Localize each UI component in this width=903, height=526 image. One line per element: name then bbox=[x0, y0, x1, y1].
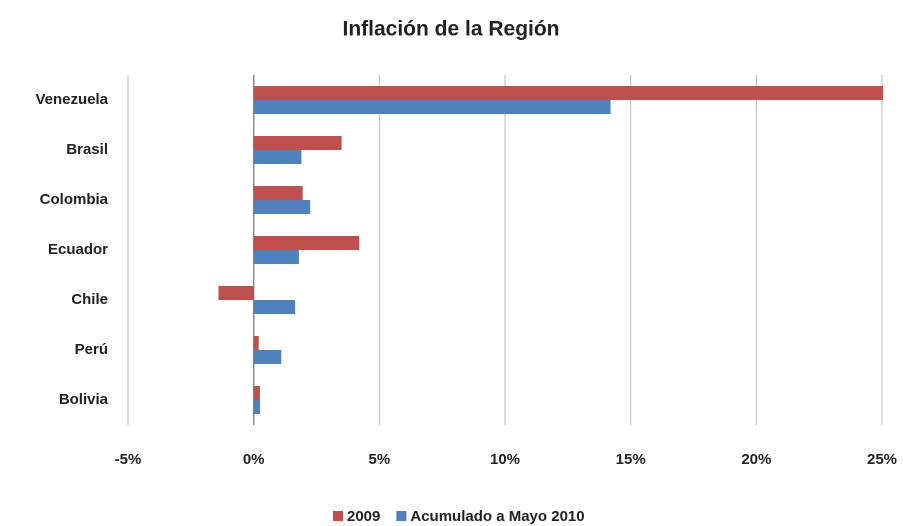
grid bbox=[127, 75, 883, 425]
x-tick-label: 25% bbox=[867, 451, 897, 468]
y-tick-label: Brasil bbox=[66, 141, 108, 158]
y-tick-label: Perú bbox=[75, 341, 108, 358]
legend-label: Acumulado a Mayo 2010 bbox=[410, 508, 584, 525]
bar bbox=[218, 286, 254, 300]
x-tick-label: 5% bbox=[368, 451, 390, 468]
legend-swatch bbox=[333, 511, 343, 521]
bar bbox=[253, 86, 883, 100]
x-tick-label: 0% bbox=[243, 451, 265, 468]
x-tick-label: 10% bbox=[490, 451, 520, 468]
y-tick-label: Chile bbox=[71, 291, 108, 308]
y-tick-label: Venezuela bbox=[35, 91, 108, 108]
bar bbox=[253, 100, 611, 114]
bar bbox=[253, 336, 259, 350]
bar bbox=[253, 386, 260, 400]
bar bbox=[253, 186, 303, 200]
x-tick-label: -5% bbox=[115, 451, 142, 468]
legend-swatch bbox=[396, 511, 407, 521]
x-tick-label: 15% bbox=[616, 451, 646, 468]
legend-label: 2009 bbox=[347, 508, 380, 525]
x-tick-label: 20% bbox=[741, 451, 771, 468]
bar bbox=[253, 350, 282, 364]
bar bbox=[253, 250, 299, 264]
bar bbox=[253, 236, 360, 250]
y-tick-label: Ecuador bbox=[48, 241, 108, 258]
bar bbox=[253, 300, 296, 314]
y-tick-label: Bolivia bbox=[59, 391, 109, 408]
bars bbox=[218, 86, 883, 414]
bar bbox=[253, 150, 302, 164]
bar bbox=[253, 136, 342, 150]
chart-title: Inflación de la Región bbox=[342, 18, 559, 41]
y-tick-label: Colombia bbox=[40, 191, 109, 208]
bar bbox=[253, 400, 260, 414]
bar bbox=[253, 200, 311, 214]
